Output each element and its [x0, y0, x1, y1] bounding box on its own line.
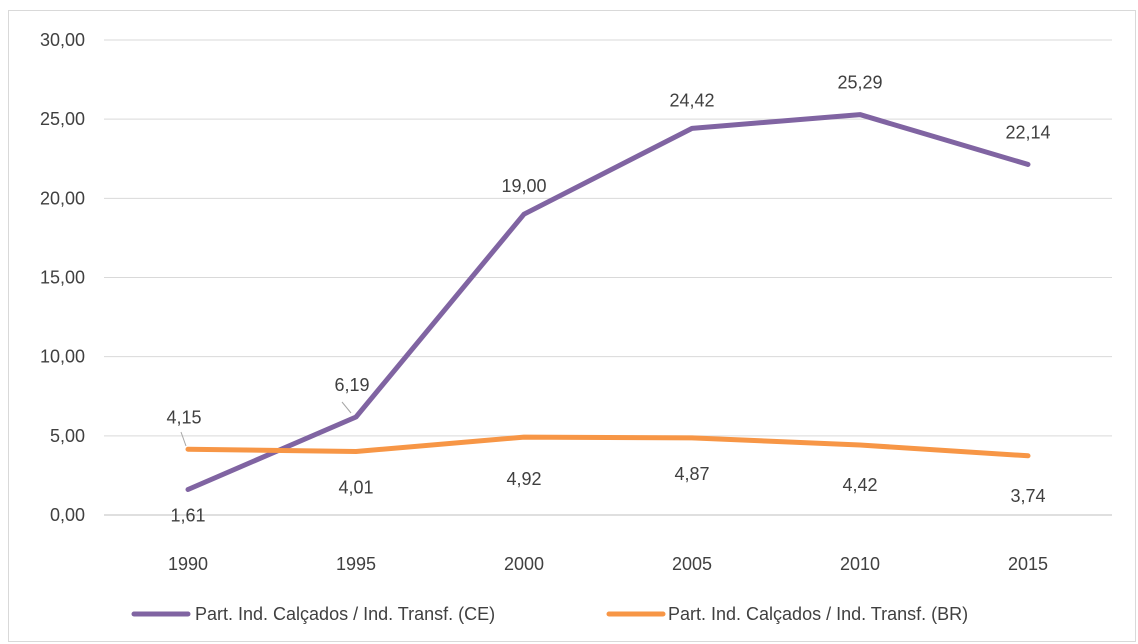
data-label-ce: 19,00	[501, 176, 546, 196]
y-tick-label: 15,00	[40, 268, 85, 288]
x-axis-ticks: 1990 1995 2000 2005 2010 2015	[168, 554, 1048, 574]
x-tick-label: 2010	[840, 554, 880, 574]
data-label-br: 4,87	[674, 464, 709, 484]
legend-label: Part. Ind. Calçados / Ind. Transf. (BR)	[668, 604, 968, 624]
y-tick-label: 30,00	[40, 30, 85, 50]
data-label-br: 4,92	[506, 469, 541, 489]
series-line-br	[185, 434, 1031, 459]
data-label-ce: 6,19	[334, 375, 369, 395]
legend-label: Part. Ind. Calçados / Ind. Transf. (CE)	[195, 604, 495, 624]
data-label-ce: 24,42	[669, 90, 714, 110]
data-label-br: 4,15	[166, 407, 201, 427]
data-labels-group: 1,61 6,19 19,00 24,42 25,29 22,14 4,15 4,01 4,92…	[166, 73, 1050, 526]
gridlines	[104, 39, 1112, 516]
x-tick-label: 1990	[168, 554, 208, 574]
x-tick-label: 1995	[336, 554, 376, 574]
data-label-ce: 22,14	[1005, 122, 1050, 142]
data-label-br: 3,74	[1010, 486, 1045, 506]
y-tick-label: 25,00	[40, 109, 85, 129]
legend-item-br: Part. Ind. Calçados / Ind. Transf. (BR)	[606, 604, 968, 624]
legend: Part. Ind. Calçados / Ind. Transf. (CE) P…	[131, 604, 968, 624]
y-tick-label: 5,00	[50, 426, 85, 446]
x-tick-label: 2005	[672, 554, 712, 574]
data-label-ce: 1,61	[170, 506, 205, 526]
y-tick-label: 10,00	[40, 347, 85, 367]
leader-line	[180, 431, 187, 447]
y-tick-label: 20,00	[40, 188, 85, 208]
series-line-ce	[185, 112, 1031, 493]
chart-frame	[8, 10, 1136, 642]
y-tick-label: 0,00	[50, 505, 85, 525]
data-label-br: 4,42	[842, 475, 877, 495]
x-tick-label: 2015	[1008, 554, 1048, 574]
legend-item-ce: Part. Ind. Calçados / Ind. Transf. (CE)	[131, 604, 495, 624]
data-label-ce: 25,29	[837, 73, 882, 93]
y-axis-ticks: 0,00 5,00 10,00 15,00 20,00 25,00 30,00	[40, 30, 85, 525]
x-tick-label: 2000	[504, 554, 544, 574]
data-label-br: 4,01	[338, 478, 373, 498]
series-group	[185, 112, 1031, 493]
leader-line	[341, 401, 352, 414]
